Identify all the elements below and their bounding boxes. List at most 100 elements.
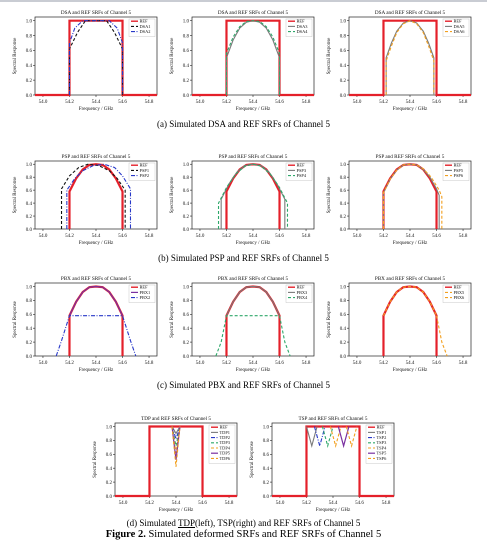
y-tick-label: 0.2 xyxy=(340,341,347,346)
legend-label: TSP3 xyxy=(377,440,388,445)
x-tick-label: 54.8 xyxy=(459,361,468,366)
y-tick-label: 0.8 xyxy=(26,176,33,181)
series-line-psp2 xyxy=(66,163,132,229)
y-tick-label: 0.8 xyxy=(26,34,33,39)
x-tick-label: 54.4 xyxy=(329,501,338,506)
y-tick-label: 0.0 xyxy=(183,94,190,99)
x-tick-label: 54.4 xyxy=(172,501,181,506)
x-axis-label: Frequency / GHz xyxy=(236,107,271,112)
chart-c1: PBX and REF SRFs of Channel 5 0.0 0.2 0.4 0.… xyxy=(8,272,163,377)
x-tick-label: 54.8 xyxy=(382,501,391,506)
y-tick-label: 0.2 xyxy=(26,79,33,84)
y-tick-label: 0.4 xyxy=(263,467,270,472)
series-line-dsa4 xyxy=(225,20,281,95)
x-tick-label: 54.2 xyxy=(65,361,74,366)
x-axis-label: Frequency / GHz xyxy=(236,241,271,246)
x-tick-label: 54.4 xyxy=(406,100,415,105)
series-line-pbx3 xyxy=(225,285,281,316)
series-line-tsp2 xyxy=(313,426,326,449)
y-tick-label: 0.0 xyxy=(26,94,33,99)
x-tick-label: 54.4 xyxy=(249,100,258,105)
series-line-psp6 xyxy=(382,163,443,229)
y-tick-label: 0.4 xyxy=(26,202,33,207)
y-axis-label: Spectral Response xyxy=(250,440,255,478)
y-tick-label: 0.4 xyxy=(183,64,190,69)
caption-c: (c) Simulated PBX and REF SRFs of Channe… xyxy=(157,380,330,390)
legend-label: REF xyxy=(140,285,149,290)
x-tick-label: 54.2 xyxy=(222,100,231,105)
y-tick-label: 0.4 xyxy=(183,202,190,207)
x-tick-label: 54.2 xyxy=(302,501,311,506)
chart-a3: DSA and REF SRFs of Channel 5 0.0 0.2 0.4 0.… xyxy=(322,6,477,116)
legend-label: REF xyxy=(297,19,306,24)
legend-box xyxy=(365,424,393,464)
series-line-pbx1 xyxy=(68,285,124,316)
y-tick-label: 1.0 xyxy=(340,285,347,290)
y-axis-label: Spectral Response xyxy=(13,300,18,338)
x-tick-label: 54.2 xyxy=(379,100,388,105)
x-tick-label: 54.6 xyxy=(432,361,441,366)
legend-label: PBX1 xyxy=(140,290,151,295)
y-tick-label: 0.4 xyxy=(26,327,33,332)
chart-title: PSP and REF SRFs of Channel 5 xyxy=(62,153,131,160)
x-tick-label: 54.2 xyxy=(145,501,154,506)
legend-label: DSA6 xyxy=(454,29,466,34)
series-line-psp4 xyxy=(217,163,289,229)
x-tick-label: 54.0 xyxy=(119,501,128,506)
y-axis-label: Spectral Response xyxy=(327,37,332,75)
x-tick-label: 54.4 xyxy=(249,234,258,239)
series-line-ref xyxy=(68,163,124,229)
legend-label: REF xyxy=(454,285,463,290)
x-tick-label: 54.2 xyxy=(65,100,74,105)
x-axis-label: Frequency / GHz xyxy=(393,107,428,112)
chart-svg: TDP and REF SRFs of Channel 5 0.0 0.2 0.4 0.… xyxy=(93,415,238,513)
legend-label: PSP4 xyxy=(297,173,307,178)
y-tick-label: 0.4 xyxy=(106,467,113,472)
series-line-pbx5 xyxy=(382,285,438,316)
legend-label: REF xyxy=(297,163,306,168)
y-tick-label: 1.0 xyxy=(106,425,113,430)
x-tick-label: 54.4 xyxy=(249,361,258,366)
x-tick-label: 54.8 xyxy=(459,234,468,239)
y-tick-label: 0.0 xyxy=(263,495,270,500)
chart-c2: PBX and REF SRFs of Channel 5 0.0 0.2 0.4 0.… xyxy=(165,272,320,377)
legend-label: PSP5 xyxy=(454,168,464,173)
x-tick-label: 54.4 xyxy=(92,100,101,105)
y-tick-label: 0.6 xyxy=(340,313,347,318)
y-tick-label: 0.6 xyxy=(263,453,270,458)
x-axis-label: Frequency / GHz xyxy=(159,508,194,513)
y-axis-label: Spectral Response xyxy=(327,176,332,214)
y-tick-label: 0.2 xyxy=(183,79,190,84)
caption-a: (a) Simulated DSA and REF SRFs of Channe… xyxy=(157,119,330,129)
y-tick-label: 0.6 xyxy=(106,453,113,458)
y-axis-label: Spectral Response xyxy=(170,37,175,75)
legend-label: DSA2 xyxy=(140,29,151,34)
legend-box xyxy=(128,18,156,37)
x-tick-label: 54.0 xyxy=(196,100,205,105)
legend-box xyxy=(285,162,313,181)
legend-box xyxy=(208,424,236,464)
caption-d-tdp: TDP xyxy=(177,518,195,528)
series-line-tsp5 xyxy=(337,426,350,449)
series-line-tsp1 xyxy=(305,426,318,449)
legend-label: TDP4 xyxy=(220,445,231,450)
y-tick-label: 0.0 xyxy=(340,94,347,99)
x-tick-label: 54.8 xyxy=(145,361,154,366)
chart-svg: PBX and REF SRFs of Channel 5 0.0 0.2 0.4 0.… xyxy=(13,275,158,373)
legend-label: PSP6 xyxy=(454,173,464,178)
x-tick-label: 54.6 xyxy=(198,501,207,506)
chart-b3: PSP and REF SRFs of Channel 5 0.0 0.2 0.4 0.… xyxy=(322,150,477,250)
y-tick-label: 0.4 xyxy=(183,327,190,332)
y-tick-label: 0.8 xyxy=(340,299,347,304)
series-line-tdp6 xyxy=(171,426,181,467)
y-tick-label: 0.0 xyxy=(340,228,347,233)
y-tick-label: 1.0 xyxy=(340,20,347,25)
chart-d2: TSP and REF SRFs of Channel 5 0.0 0.2 0.4 0.… xyxy=(245,412,400,517)
x-tick-label: 54.0 xyxy=(353,361,362,366)
caption-d: (d) Simulated TDP(left), TSP(right) and … xyxy=(0,518,487,528)
chart-svg: DSA and REF SRFs of Channel 5 0.0 0.2 0.4 0.… xyxy=(170,9,315,112)
legend-label: TDP1 xyxy=(220,430,231,435)
y-tick-label: 1.0 xyxy=(26,163,33,168)
chart-svg: PSP and REF SRFs of Channel 5 0.0 0.2 0.4 0.… xyxy=(327,153,472,246)
chart-b1: PSP and REF SRFs of Channel 5 0.0 0.2 0.4 0.… xyxy=(8,150,163,250)
